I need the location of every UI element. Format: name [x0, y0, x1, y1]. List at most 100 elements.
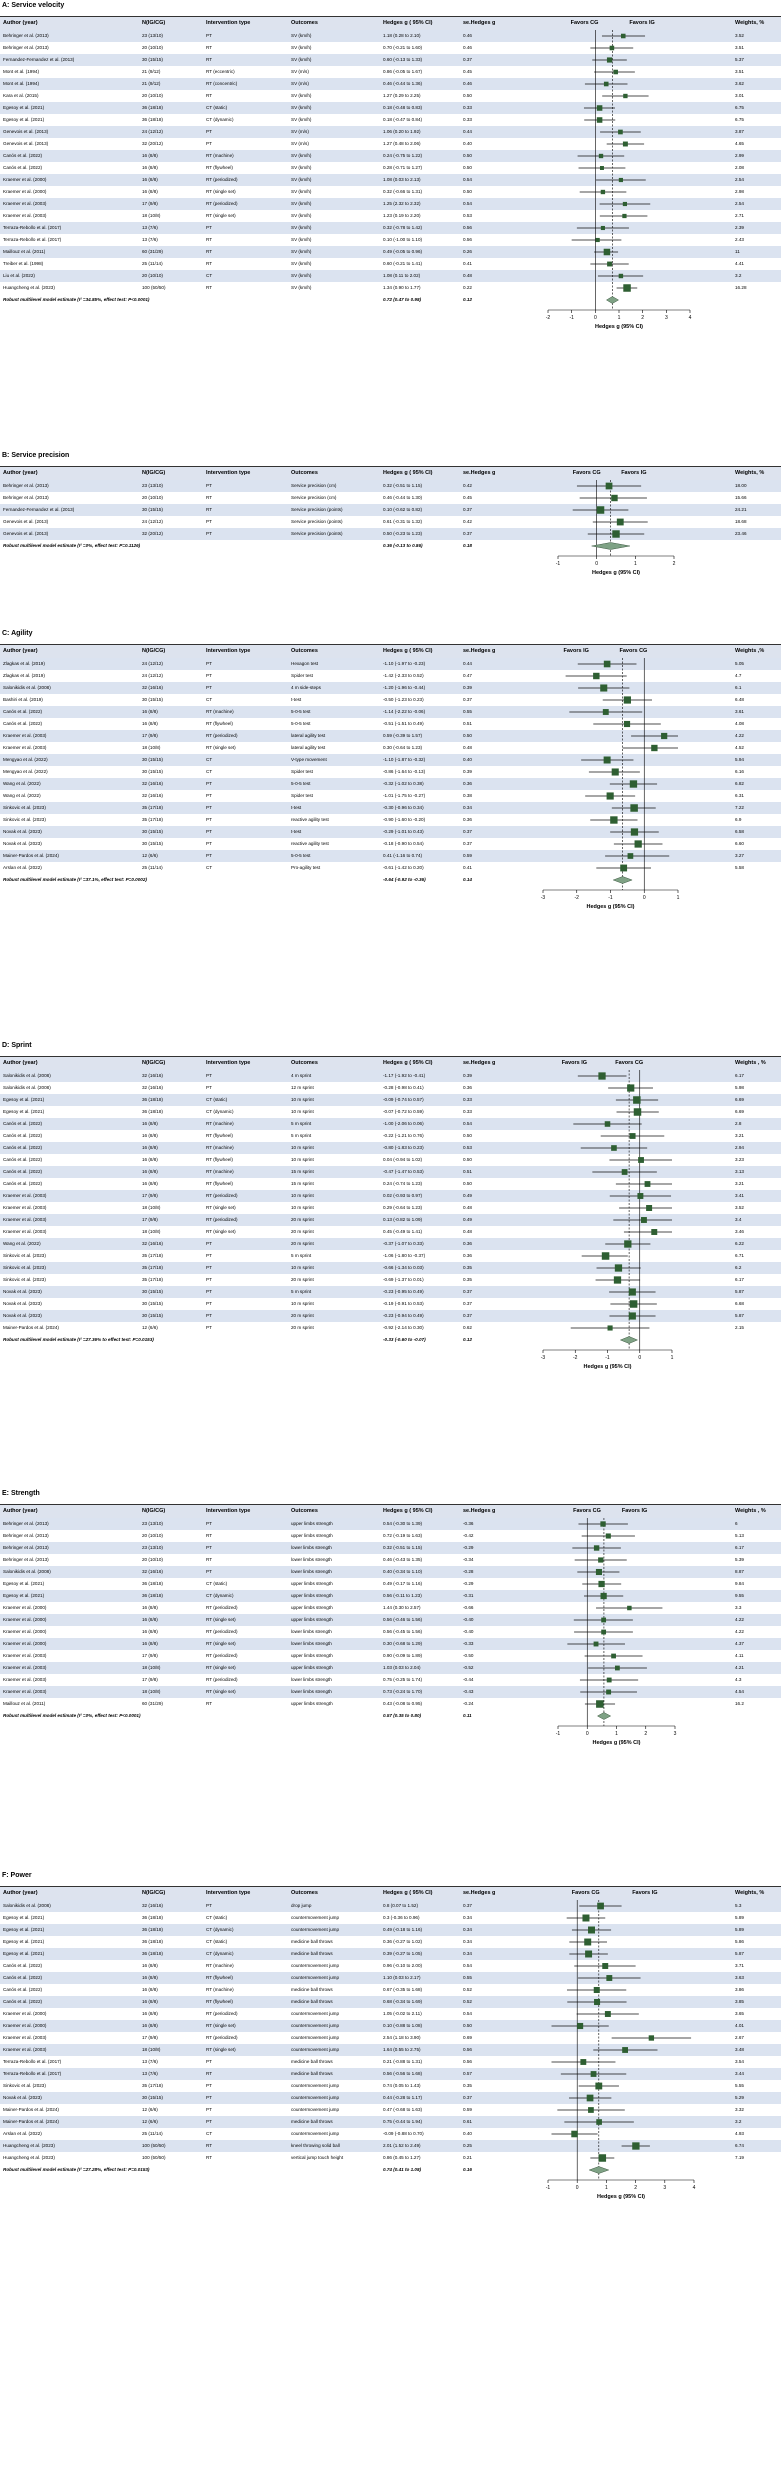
cell-weight: 4.08 — [735, 721, 744, 726]
cell-weight: 5.87 — [735, 1289, 744, 1294]
x-tick-label: 1 — [618, 315, 621, 321]
cell-n: 16 (8/8) — [142, 1641, 158, 1646]
cell-type: PT — [206, 781, 212, 786]
cell-type: PT — [206, 853, 212, 858]
cell-outcome: kneel throwing solid ball — [291, 2143, 340, 2148]
cell-se: 0.45 — [463, 495, 472, 500]
cell-se: 0.48 — [463, 273, 472, 278]
cell-n: 30 (15/15) — [142, 1289, 163, 1294]
cell-ci-text: -0.32 (-1.02 to 0.38) — [383, 781, 424, 786]
effect-size-square — [606, 792, 614, 800]
cell-ci-text: 0.10 (-0.88 to 1.08) — [383, 2023, 423, 2028]
study-row: Kraemer et al. (2003) 17 (9/8) RT (periodi… — [0, 198, 781, 210]
x-tick-label: 2 — [644, 1731, 647, 1737]
x-tick-label: 1 — [634, 561, 637, 567]
cell-ci-text: 1.25 (2.32 to 2.32) — [383, 201, 421, 206]
cell-outcome: SV (km/h) — [291, 153, 312, 158]
cell-weight: 6.17 — [735, 1545, 744, 1550]
effect-size-square — [582, 1914, 590, 1922]
cell-type: PT — [206, 1545, 212, 1550]
effect-size-square — [606, 57, 613, 63]
cell-type: CT (static) — [206, 1915, 228, 1920]
effect-size-square — [598, 1557, 604, 1563]
cell-outcome: SV (km/h) — [291, 57, 312, 62]
cell-outcome: medicine ball throws — [291, 2119, 333, 2124]
cell-ci-text: 0.56 (-0.45 to 1.56) — [383, 1629, 423, 1634]
cell-ci-text: -1.01 (-1.75 to -0.27) — [383, 793, 426, 798]
cell-ci-text: -0.37 (-1.07 to 0.33) — [383, 1241, 424, 1246]
cell-se: 0.42 — [463, 483, 472, 488]
cell-outcome: countermovement jump — [291, 2035, 340, 2040]
study-row: Kraemer et al. (2000) 16 (8/8) RT (single … — [0, 1614, 781, 1626]
forest-plot-svg: -3 -2 -1 0 1 Hedges g (95% CI) — [541, 1070, 674, 1370]
x-axis-label: Hedges g (95% CI) — [587, 904, 635, 910]
cell-se: -0.29 — [463, 1545, 474, 1550]
cell-outcome: Spider test — [291, 793, 313, 798]
cell-se: 0.36 — [463, 781, 472, 786]
panel-title: A: Service velocity — [2, 2, 65, 9]
cell-se: -0.33 — [463, 1641, 474, 1646]
cell-outcome: 20 m sprint — [291, 1241, 314, 1246]
cell-n: 16 (8/8) — [142, 1157, 158, 1162]
cell-ci-text: 0.18 (-0.48 to 0.83) — [383, 105, 423, 110]
cell-se: 0.59 — [463, 853, 472, 858]
cell-type: RT (machine) — [206, 1145, 234, 1150]
cell-se: 0.40 — [463, 141, 472, 146]
effect-size-square — [633, 1096, 641, 1104]
forest-panel: E: Strength Author (year) N(IG/CG) Interven… — [0, 1488, 781, 1761]
cell-author: Genevois et al. (2013) — [3, 129, 49, 134]
cell-author: Kraemer et al. (2003) — [3, 1205, 47, 1210]
panel-title: B: Service precision — [2, 452, 70, 459]
cell-type: PT — [206, 661, 212, 666]
cell-weight: 3.13 — [735, 1169, 744, 1174]
cell-ci-text: 0.46 (-0.44 to 1.30) — [383, 495, 423, 500]
header-cell: Author (year) — [3, 1890, 38, 1896]
cell-type: PT — [206, 1313, 212, 1318]
cell-ci-text: 0.61 (-0.31 to 1.32) — [383, 519, 423, 524]
forest-panel: A: Service velocity Author (year) N(IG/CG)… — [0, 0, 781, 345]
effect-size-square — [627, 853, 634, 859]
cell-n: 18 (10/8) — [142, 745, 161, 750]
study-row: Zlagkas et al. (2019) 24 (12/12) PT Spider … — [0, 670, 781, 682]
summary-diamond — [588, 2166, 610, 2174]
cell-n: 13 (7/6) — [142, 2059, 158, 2064]
cell-n: 35 (17/18) — [142, 1277, 163, 1282]
cell-type: RT (single set) — [206, 1617, 236, 1622]
cell-author: Fernandez-Fernandez et al. (2013) — [3, 57, 75, 62]
cell-ci-text: -0.47 (-1.47 to 0.53) — [383, 1169, 424, 1174]
cell-se: -0.31 — [463, 1593, 474, 1598]
cell-type: RT (flywheel) — [206, 165, 233, 170]
cell-n: 25 (11/14) — [142, 865, 163, 870]
study-row: Novak et al. (2023) 30 (15/15) PT 20 m spri… — [0, 1310, 781, 1322]
cell-weight: 4.21 — [735, 1665, 744, 1670]
cell-type: RT (flywheel) — [206, 721, 233, 726]
cell-n: 36 (18/18) — [142, 1951, 163, 1956]
effect-size-square — [607, 261, 612, 267]
cell-se: 0.36 — [463, 817, 472, 822]
cell-type: PT — [206, 1265, 212, 1270]
cell-n: 30 (15/15) — [142, 2095, 163, 2100]
cell-se: 0.50 — [463, 165, 472, 170]
cell-se: 0.37 — [463, 2095, 472, 2100]
cell-weight: 8.87 — [735, 1569, 744, 1574]
study-row: Fernandez-Fernandez et al. (2013) 30 (15/… — [0, 54, 781, 66]
cell-n: 100 (50/50) — [142, 2155, 166, 2160]
header-cell: Author (year) — [3, 648, 38, 654]
cell-ci-text: 0.10 (-0.62 to 0.82) — [383, 507, 423, 512]
cell-author: Egesoy et al. (2021) — [3, 1109, 45, 1114]
cell-ci-text: 0.46 (-0.44 to 1.36) — [383, 81, 423, 86]
cell-ci-text: 0.90 (-0.09 to 1.89) — [383, 1653, 423, 1658]
header-cell: se.Hedges g — [463, 470, 496, 476]
cell-type: RT (periodized) — [206, 1653, 238, 1658]
cell-ci-text: 0.13 (-0.82 to 1.09) — [383, 1217, 423, 1222]
study-row: Kraemer et al. (2000) 16 (8/8) RT (single … — [0, 1638, 781, 1650]
x-tick-label: 1 — [677, 895, 680, 901]
cell-weight: 4.11 — [735, 1653, 744, 1658]
study-row: Kara et al. (2015) 20 (10/10) RT SV (km/h) 1… — [0, 90, 781, 102]
study-row: Kraemer et al. (2003) 17 (9/8) RT (periodi… — [0, 1650, 781, 1662]
study-row: Liu et al. (2022) 20 (10/10) CT SV (km/h) 1.… — [0, 270, 781, 282]
cell-outcome: countermovement jump — [291, 1963, 340, 1968]
cell-se: 0.41 — [463, 865, 472, 870]
study-row: Kraemer et al. (2003) 18 (10/8) RT (single… — [0, 1686, 781, 1698]
effect-size-square — [577, 2022, 584, 2030]
